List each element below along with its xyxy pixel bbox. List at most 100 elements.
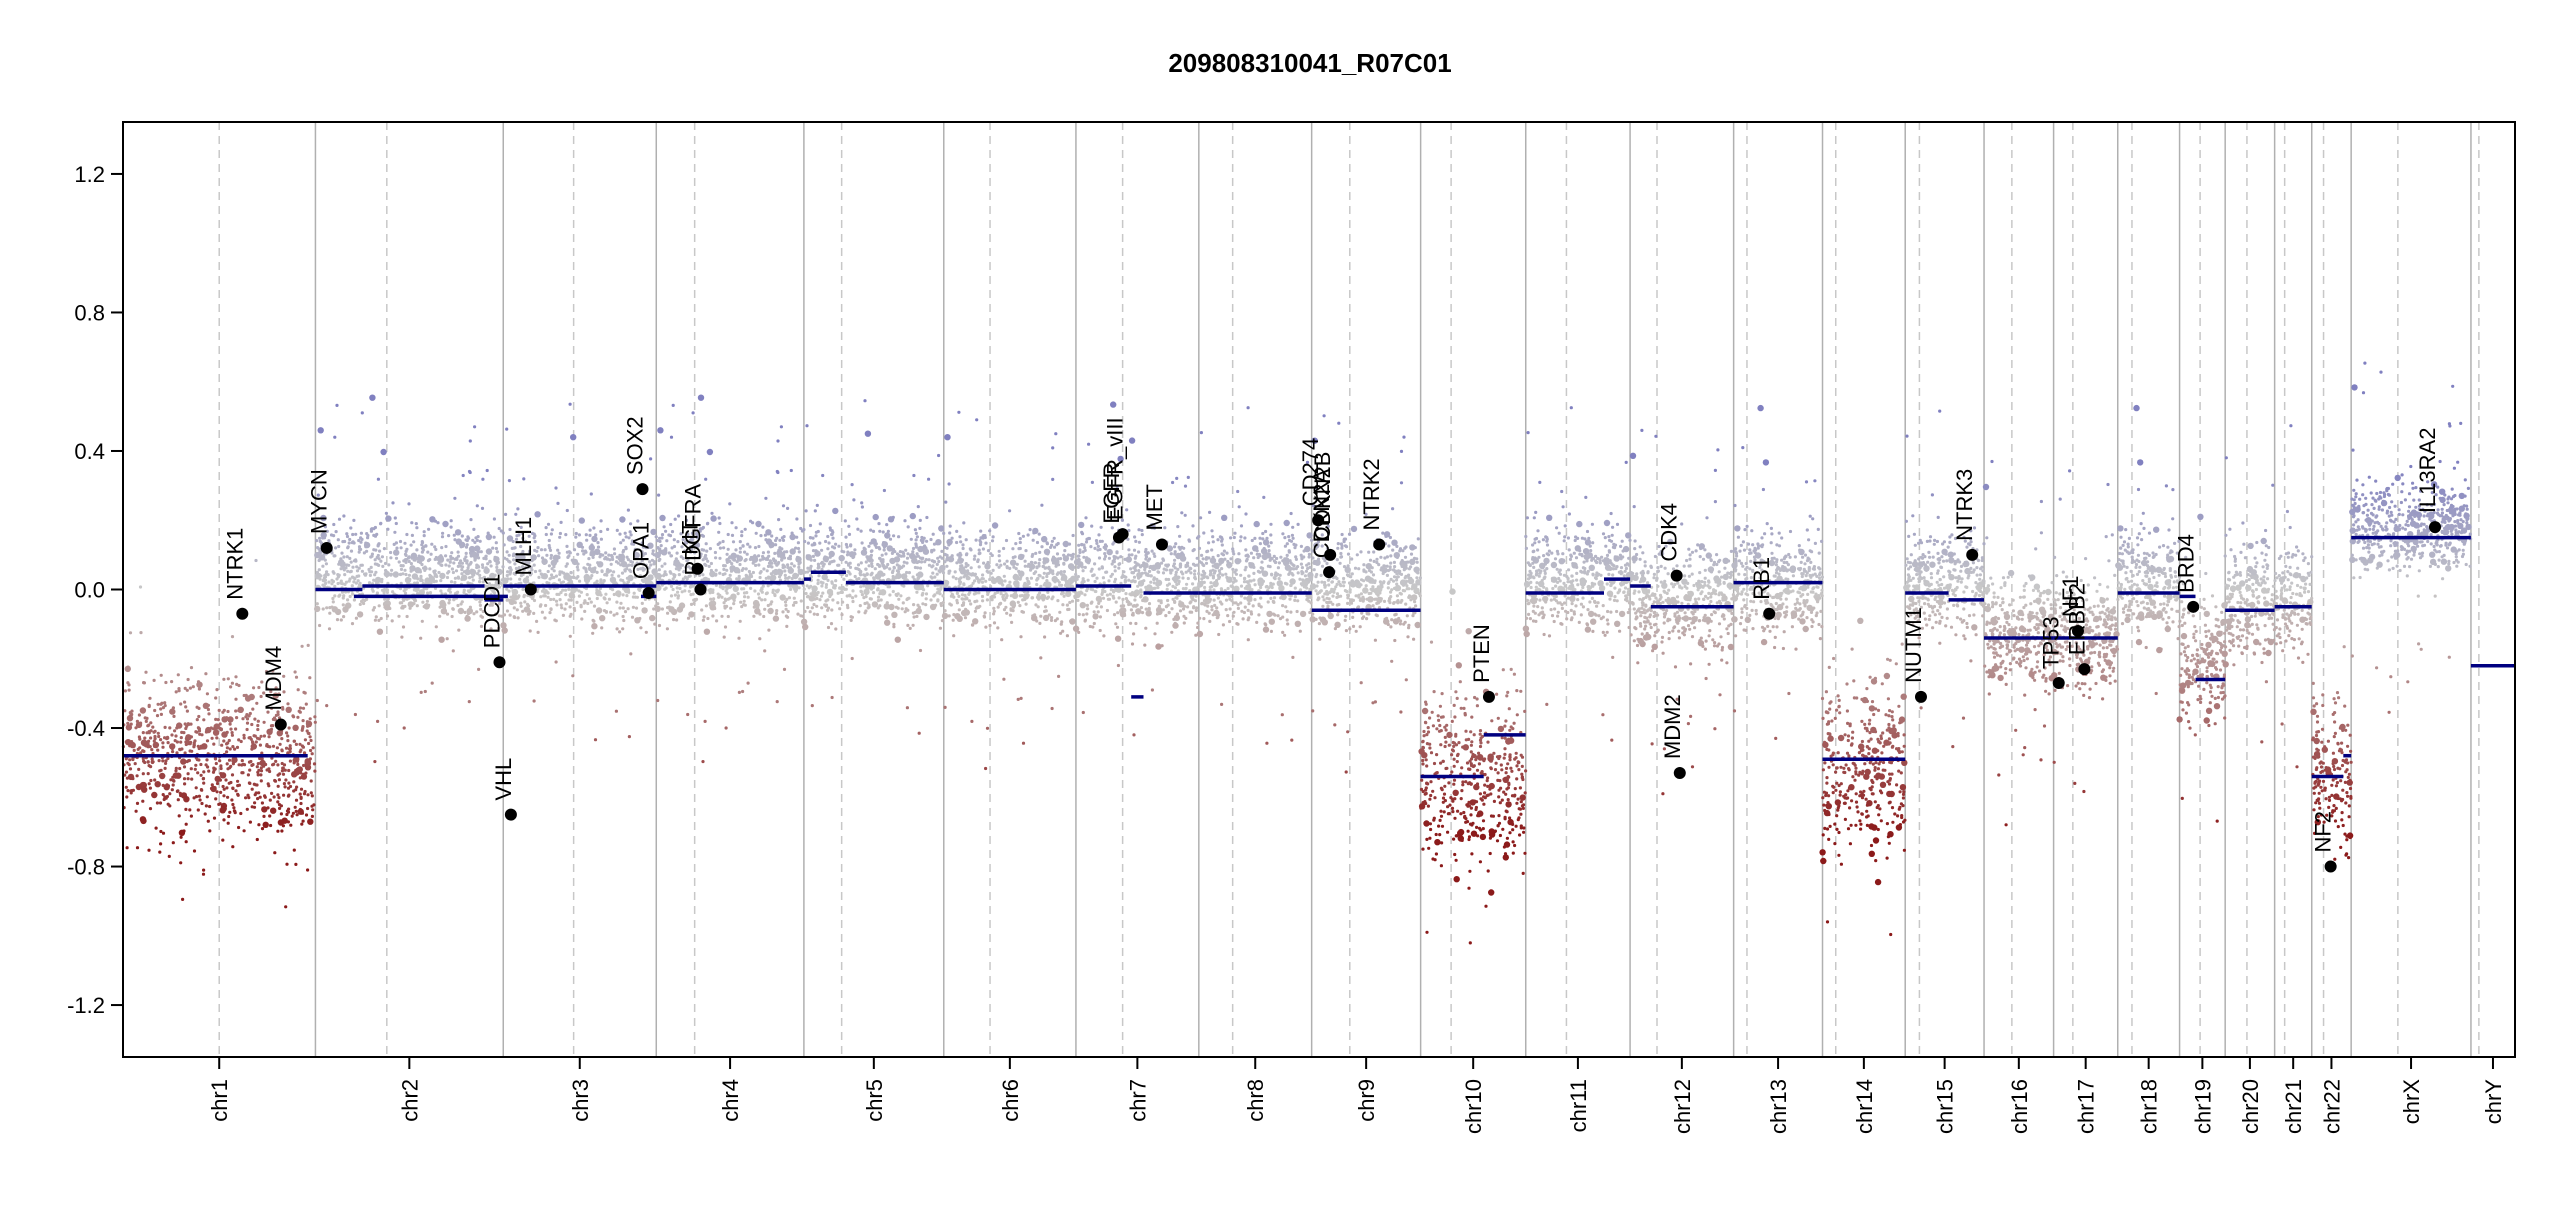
probe-point: [729, 607, 732, 610]
probe-point: [740, 530, 743, 533]
probe-point: [588, 534, 591, 537]
probe-point: [940, 550, 943, 553]
probe-point: [272, 745, 275, 748]
probe-point: [1141, 533, 1144, 536]
probe-point: [284, 778, 287, 781]
probe-point: [899, 550, 902, 553]
probe-point: [813, 613, 816, 616]
probe-point: [619, 602, 622, 605]
probe-point: [544, 548, 547, 551]
probe-point: [422, 548, 425, 551]
probe-point: [742, 587, 745, 590]
probe-point: [141, 749, 144, 752]
probe-point: [429, 516, 435, 522]
probe-point: [1033, 613, 1036, 616]
probe-point: [439, 559, 442, 562]
probe-point: [956, 592, 959, 595]
probe-point: [723, 572, 726, 575]
probe-point: [555, 660, 558, 663]
probe-point: [231, 787, 234, 790]
probe-point: [300, 788, 303, 791]
probe-point: [737, 592, 740, 595]
probe-point: [816, 613, 819, 616]
probe-point: [820, 584, 823, 587]
probe-point: [129, 711, 132, 714]
probe-point: [1043, 635, 1046, 638]
probe-point: [909, 627, 912, 630]
probe-point: [769, 565, 772, 568]
probe-point: [358, 551, 361, 554]
probe-point: [877, 606, 880, 609]
probe-point: [184, 727, 187, 730]
probe-point: [1144, 565, 1147, 568]
probe-point: [402, 559, 405, 562]
probe-point: [585, 570, 588, 573]
probe-point: [777, 561, 780, 564]
probe-point: [968, 591, 971, 594]
probe-point: [450, 526, 453, 529]
probe-point: [706, 522, 709, 525]
probe-point: [126, 724, 132, 730]
probe-point: [899, 566, 902, 569]
probe-point: [888, 593, 891, 596]
probe-point: [573, 576, 576, 579]
probe-point: [1134, 557, 1137, 560]
probe-point: [600, 626, 603, 629]
probe-point: [539, 595, 542, 598]
probe-point: [534, 511, 540, 517]
probe-point: [569, 571, 572, 574]
probe-point: [876, 588, 879, 591]
probe-point: [1169, 571, 1172, 574]
probe-point: [867, 545, 870, 548]
probe-point: [590, 574, 593, 577]
probe-point: [261, 827, 264, 830]
probe-point: [855, 517, 858, 520]
probe-point: [1017, 547, 1020, 550]
probe-point: [847, 525, 850, 528]
probe-point: [241, 708, 244, 711]
probe-point: [455, 557, 458, 560]
probe-point: [260, 766, 263, 769]
probe-point: [1144, 571, 1147, 574]
probe-point: [523, 600, 526, 603]
probe-point: [770, 600, 773, 603]
probe-point: [537, 631, 540, 634]
probe-point: [1194, 599, 1197, 602]
probe-point: [618, 554, 621, 557]
probe-point: [663, 573, 666, 576]
probe-point: [412, 540, 415, 543]
probe-point: [307, 644, 310, 647]
probe-point: [465, 546, 468, 549]
probe-point: [958, 580, 961, 583]
probe-point: [310, 791, 313, 794]
probe-point: [451, 607, 454, 610]
probe-point: [929, 538, 932, 541]
probe-point: [562, 614, 565, 617]
probe-point: [251, 743, 257, 749]
probe-point: [773, 593, 776, 596]
probe-point: [600, 569, 603, 572]
probe-point: [885, 566, 888, 569]
probe-point: [986, 561, 989, 564]
probe-point: [136, 720, 139, 723]
probe-point: [683, 589, 686, 592]
probe-point: [139, 631, 142, 634]
probe-point: [597, 546, 600, 549]
probe-point: [1133, 576, 1136, 579]
probe-point: [287, 795, 290, 798]
probe-point: [613, 614, 616, 617]
probe-point: [952, 619, 955, 622]
probe-point: [302, 707, 305, 710]
probe-point: [1189, 571, 1192, 574]
probe-point: [1106, 609, 1109, 612]
probe-point: [152, 731, 155, 734]
probe-point: [1038, 558, 1041, 561]
probe-point: [732, 540, 735, 543]
probe-point: [230, 798, 233, 801]
probe-point: [961, 543, 964, 546]
probe-point: [965, 597, 968, 600]
probe-point: [1291, 534, 1294, 537]
probe-point: [1043, 562, 1046, 565]
probe-point: [364, 572, 367, 575]
probe-point: [278, 807, 281, 810]
